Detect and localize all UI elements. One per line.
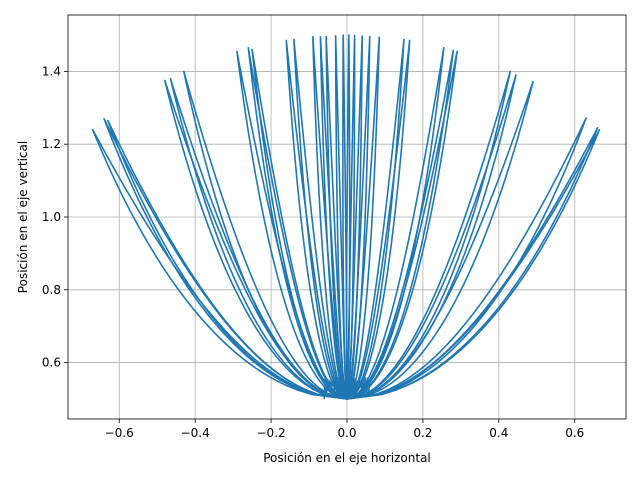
y-tick-label: 0.8 xyxy=(42,283,61,297)
trajectory-loop xyxy=(346,117,587,400)
x-tick-label: −0.6 xyxy=(105,426,134,440)
trajectory-loop xyxy=(346,70,512,400)
trajectory-loop xyxy=(334,34,348,400)
trajectory-loop xyxy=(182,70,348,400)
trajectory-loop xyxy=(285,39,348,400)
x-tick-label: 0.6 xyxy=(565,426,584,440)
trajectory-loop xyxy=(319,36,348,400)
trajectory-loop xyxy=(346,50,458,400)
trajectory-loop xyxy=(103,117,348,400)
x-axis-ticks: −0.6 −0.4 −0.2 0.0 0.2 0.4 0.6 xyxy=(105,419,584,440)
trajectory-loop xyxy=(346,35,371,400)
series-layer xyxy=(91,34,601,400)
x-tick-label: 0.0 xyxy=(337,426,356,440)
trajectory-loop xyxy=(346,74,517,400)
x-tick-label: −0.2 xyxy=(257,426,286,440)
trajectory-loop xyxy=(346,49,455,400)
x-axis-label: Posición en el eje horizontal xyxy=(263,451,431,465)
y-tick-label: 1.4 xyxy=(42,64,61,78)
trajectory-loop xyxy=(346,128,601,400)
y-tick-label: 0.6 xyxy=(42,356,61,370)
trajectory-loop xyxy=(236,50,348,400)
trajectory-loop xyxy=(325,35,348,400)
x-tick-label: 0.2 xyxy=(413,426,432,440)
y-tick-label: 1.2 xyxy=(42,137,61,151)
trajectory-loop xyxy=(346,80,534,400)
trajectory-loop xyxy=(346,36,381,400)
trajectory-loop xyxy=(247,46,348,400)
trajectory-loop xyxy=(346,39,411,400)
trajectory-loop xyxy=(164,79,348,400)
x-tick-label: 0.4 xyxy=(489,426,508,440)
trajectory-loop xyxy=(346,127,599,400)
trajectory-loop xyxy=(346,34,356,400)
trajectory-loop xyxy=(251,48,348,400)
trajectory-loop xyxy=(293,38,348,400)
y-tick-label: 1.0 xyxy=(42,210,61,224)
x-tick-label: −0.4 xyxy=(181,426,210,440)
y-axis-label: Posición en el eje vertical xyxy=(16,141,30,293)
trajectory-base xyxy=(323,377,371,400)
trajectory-loop xyxy=(346,38,405,400)
y-axis-ticks: 0.6 0.8 1.0 1.2 1.4 xyxy=(42,64,68,370)
trajectory-loop xyxy=(107,119,348,400)
